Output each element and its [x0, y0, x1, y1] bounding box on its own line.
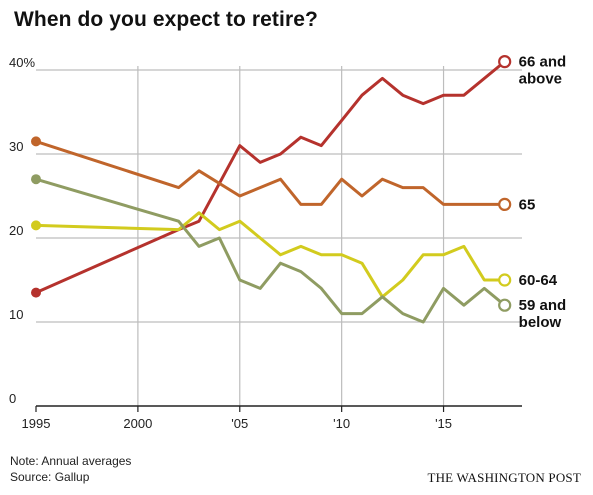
series-start-point	[31, 174, 41, 185]
series-line	[34, 177, 507, 324]
series-start-point	[31, 220, 41, 231]
series-label: 65	[519, 196, 536, 213]
series-start-point	[31, 287, 41, 298]
y-tick-label: 40%	[9, 55, 35, 70]
series-label: above	[519, 71, 562, 88]
series-line	[34, 211, 507, 299]
series-start-point	[31, 136, 41, 147]
axes: 0 10 20 30 40% 1995 2000 '05 '10 '15	[9, 55, 522, 431]
series-end-point	[498, 298, 512, 312]
y-tick-label: 0	[9, 391, 16, 406]
chart-title: When do you expect to retire?	[14, 8, 318, 31]
series-end-point	[498, 197, 512, 211]
series-line	[34, 139, 507, 206]
series-label: below	[519, 314, 562, 331]
series-end-point	[498, 273, 512, 287]
series-label: 60-64	[519, 272, 558, 289]
y-tick-label: 10	[9, 307, 23, 322]
series-label: 66 and	[519, 54, 567, 71]
x-tick-label: '10	[333, 416, 350, 431]
series-label: 59 and	[519, 297, 567, 314]
x-tick-label: '15	[435, 416, 452, 431]
y-tick-label: 20	[9, 223, 23, 238]
chart-source: Source: Gallup	[10, 470, 90, 484]
y-tick-label: 30	[9, 139, 23, 154]
x-tick-label: 2000	[123, 416, 152, 431]
x-tick-label: 1995	[22, 416, 51, 431]
series-end-point	[498, 54, 512, 69]
series-lines	[31, 54, 512, 324]
series-line	[34, 60, 507, 295]
chart-note: Note: Annual averages	[10, 454, 132, 468]
publisher-credit: THE WASHINGTON POST	[427, 470, 581, 485]
gridlines	[36, 66, 522, 406]
x-tick-label: '05	[231, 416, 248, 431]
